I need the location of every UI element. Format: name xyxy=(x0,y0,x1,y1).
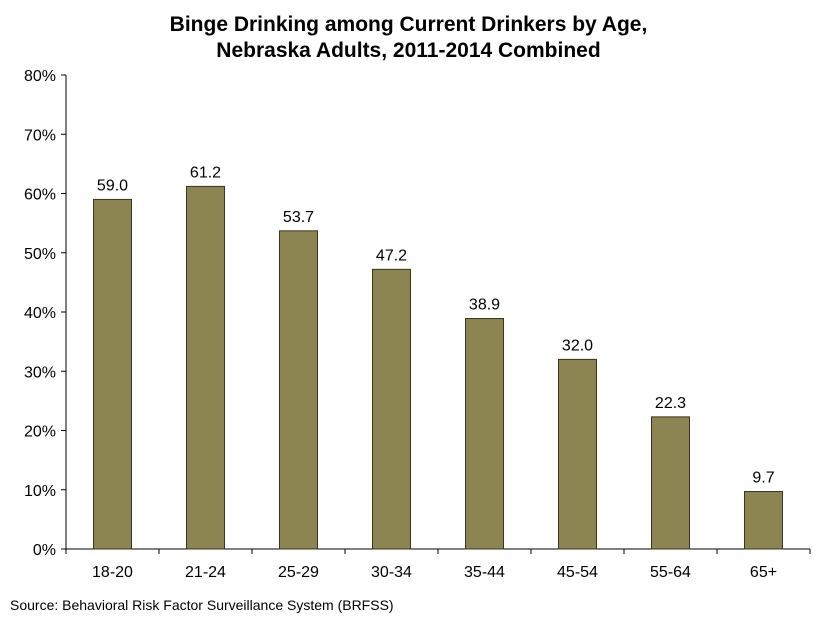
x-tick-label: 21-24 xyxy=(185,564,226,581)
data-label: 61.2 xyxy=(190,164,221,181)
data-label: 22.3 xyxy=(655,395,686,412)
x-tick-label: 45-54 xyxy=(557,564,598,581)
bar xyxy=(465,318,504,550)
y-tick-label: 10% xyxy=(24,483,56,500)
bar xyxy=(558,358,597,550)
bar xyxy=(651,416,690,550)
y-tick-label: 20% xyxy=(24,424,56,441)
y-tick-label: 70% xyxy=(24,127,56,144)
data-label: 38.9 xyxy=(469,297,500,314)
x-tick-label: 25-29 xyxy=(278,564,319,581)
x-tick-label: 35-44 xyxy=(464,564,505,581)
data-label: 47.2 xyxy=(376,247,407,264)
data-label: 32.0 xyxy=(562,337,593,354)
x-tick-label: 30-34 xyxy=(371,564,412,581)
y-tick-label: 60% xyxy=(24,187,56,204)
bar xyxy=(279,230,318,550)
bar xyxy=(744,491,783,550)
bar xyxy=(186,185,225,550)
chart-title-line-2: Nebraska Adults, 2011-2014 Combined xyxy=(216,39,601,62)
y-tick-label: 50% xyxy=(24,246,56,263)
y-tick-label: 40% xyxy=(24,305,56,322)
y-tick-label: 30% xyxy=(24,364,56,381)
source-note: Source: Behavioral Risk Factor Surveilla… xyxy=(10,597,394,613)
data-label: 59.0 xyxy=(97,177,128,194)
x-tick-label: 55-64 xyxy=(650,564,691,581)
y-tick-label: 80% xyxy=(24,68,56,85)
y-tick-label: 0% xyxy=(33,542,56,559)
bar xyxy=(93,198,132,550)
data-label: 9.7 xyxy=(752,470,774,487)
data-label: 53.7 xyxy=(283,209,314,226)
chart-title-line-1: Binge Drinking among Current Drinkers by… xyxy=(169,13,648,36)
bar xyxy=(372,268,411,550)
x-tick-label: 18-20 xyxy=(92,564,133,581)
x-tick-label: 65+ xyxy=(750,564,777,581)
